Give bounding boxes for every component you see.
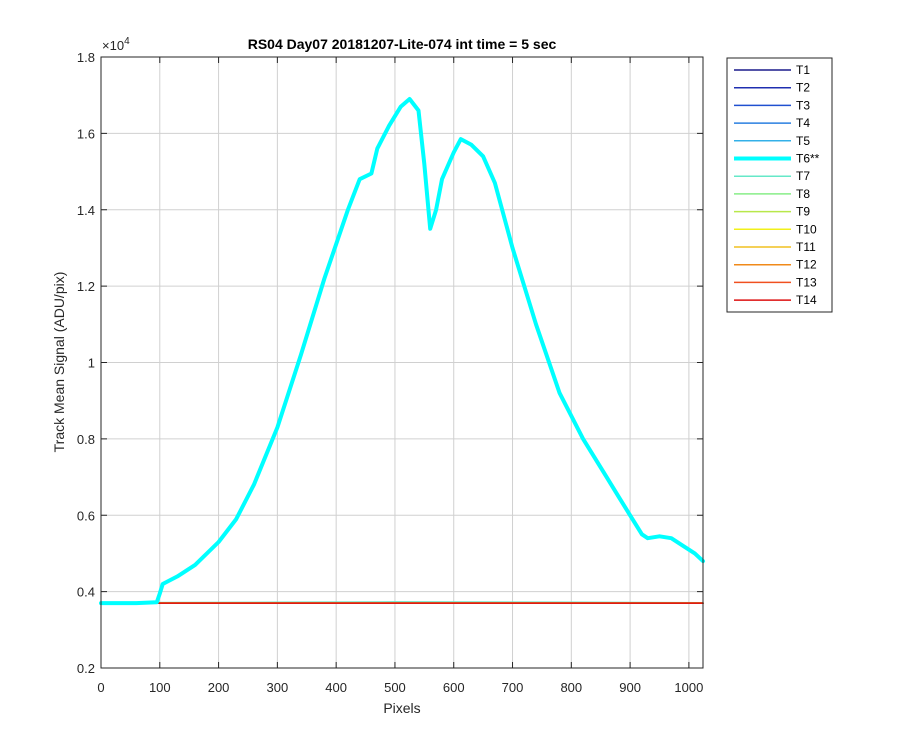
y-tick-label: 1: [88, 356, 95, 371]
y-axis-label: Track Mean Signal (ADU/pix): [51, 272, 67, 453]
grid: [101, 57, 703, 668]
legend-label: T14: [796, 293, 817, 307]
legend-label: T9: [796, 205, 810, 219]
legend-label: T10: [796, 222, 817, 236]
y-tick-label: 0.6: [77, 508, 95, 523]
tick-labels: 0 100 200 300 400 500 600 700 800 900 1000 0.2 0.4 0.…: [77, 50, 703, 695]
x-tick-label: 900: [619, 680, 641, 695]
x-tick-label: 100: [149, 680, 171, 695]
y-tick-label: 1.8: [77, 50, 95, 65]
x-tick-label: 0: [97, 680, 104, 695]
legend-label: T11: [796, 240, 816, 254]
x-tick-label: 700: [502, 680, 524, 695]
ticks: [100, 56, 703, 669]
y-tick-label: 0.4: [77, 585, 95, 600]
x-tick-label: 400: [325, 680, 347, 695]
y-tick-label: 1.2: [77, 279, 95, 294]
legend-label: T7: [796, 169, 810, 183]
y-tick-label: 0.2: [77, 661, 95, 676]
legend-label: T5: [796, 134, 810, 148]
legend-label: T1: [796, 63, 810, 77]
x-tick-label: 500: [384, 680, 406, 695]
y-exponent-label: ×104: [102, 36, 130, 53]
legend-label: T8: [796, 187, 810, 201]
legend-label: T4: [796, 116, 810, 130]
x-tick-label: 800: [560, 680, 582, 695]
legend-label: T12: [796, 258, 817, 272]
y-tick-label: 1.6: [77, 126, 95, 141]
y-tick-label: 1.4: [77, 203, 95, 218]
legend-label: T2: [796, 81, 810, 95]
x-tick-label: 600: [443, 680, 465, 695]
y-tick-label: 0.8: [77, 432, 95, 447]
series-layer: [99, 97, 705, 606]
series-line-6: [99, 97, 705, 606]
legend-label: T3: [796, 98, 810, 112]
x-axis-label: Pixels: [383, 700, 420, 716]
chart-title: RS04 Day07 20181207-Lite-074 int time = …: [248, 36, 557, 52]
legend-label: T6**: [796, 152, 820, 166]
x-tick-label: 200: [208, 680, 230, 695]
x-tick-label: 300: [267, 680, 289, 695]
legend: T1 T2 T3 T4 T5 T6** T7 T8 T9 T10 T11 T12 T13 T14: [726, 57, 833, 313]
x-tick-label: 1000: [674, 680, 703, 695]
legend-label: T13: [796, 275, 817, 289]
legend-box: [726, 57, 833, 313]
